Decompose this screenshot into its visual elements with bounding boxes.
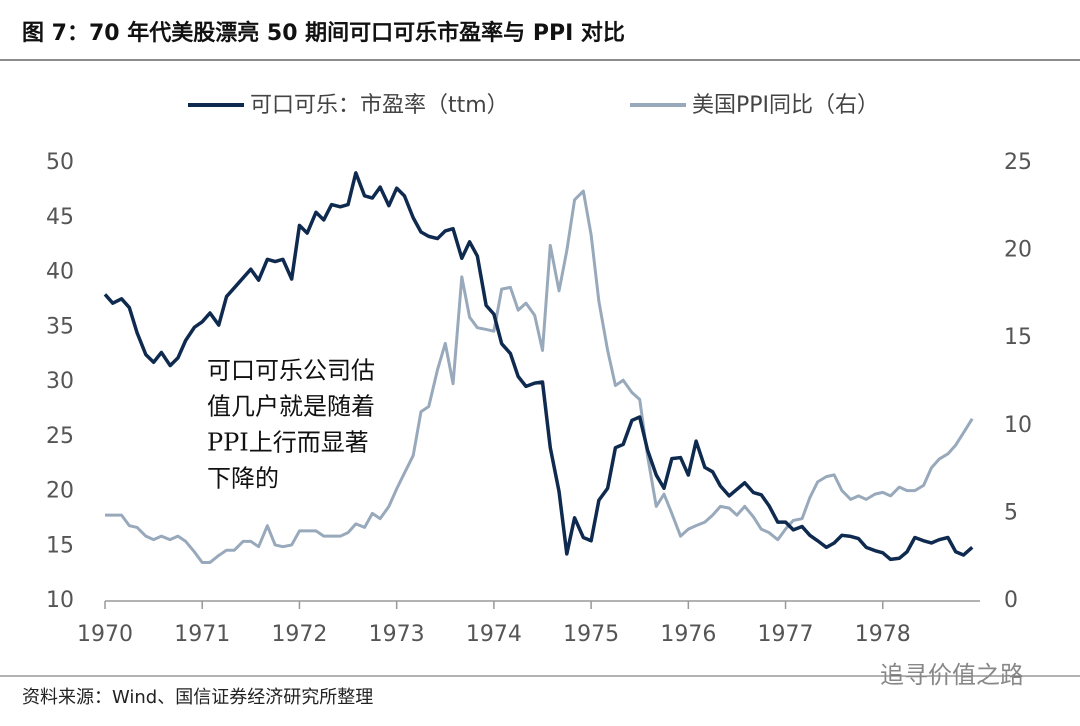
chart-title: 图 7：70 年代美股漂亮 50 期间可口可乐市盈率与 PPI 对比: [22, 20, 625, 46]
legend-label: 可口可乐：市盈率（ttm）: [250, 93, 509, 118]
legend-label: 美国PPI同比（右）: [692, 93, 879, 118]
source: 资料来源：Wind、国信证券经济研究所整理: [22, 687, 373, 708]
annotation-line: 下降的: [207, 465, 279, 493]
x-tick-label: 1977: [758, 622, 814, 647]
watermark: 追寻价值之路: [880, 661, 1024, 689]
series-line: [103, 171, 974, 562]
annotation-line: 值几户就是随着: [207, 393, 375, 421]
y-tick-label: 35: [46, 314, 74, 339]
y-tick-label: 50: [46, 150, 74, 175]
x-tick-label: 1974: [466, 622, 522, 647]
y2-tick-label: 10: [1004, 413, 1032, 438]
x-tick-label: 1970: [77, 622, 133, 647]
y-tick-label: 15: [46, 533, 74, 558]
y2-tick-label: 25: [1004, 150, 1032, 175]
x-tick-label: 1972: [271, 622, 327, 647]
y-tick-label: 25: [46, 424, 74, 449]
annotation-line: PPI上行而显著: [207, 429, 369, 457]
y-tick-label: 40: [46, 260, 74, 285]
x-tick-label: 1978: [855, 622, 911, 647]
y-tick-label: 10: [46, 588, 74, 613]
x-tick-label: 1973: [369, 622, 425, 647]
y-tick-label: 45: [46, 205, 74, 230]
series-line: [105, 189, 974, 564]
y2-tick-label: 15: [1004, 325, 1032, 350]
y2-tick-label: 20: [1004, 238, 1032, 263]
y2-tick-label: 5: [1004, 500, 1018, 525]
annotation-line: 可口可乐公司估: [207, 357, 375, 385]
x-tick-label: 1971: [174, 622, 230, 647]
x-tick-label: 1975: [563, 622, 619, 647]
y2-tick-label: 0: [1004, 588, 1018, 613]
y-tick-label: 30: [46, 369, 74, 394]
y-tick-label: 20: [46, 479, 74, 504]
x-tick-label: 1976: [660, 622, 716, 647]
